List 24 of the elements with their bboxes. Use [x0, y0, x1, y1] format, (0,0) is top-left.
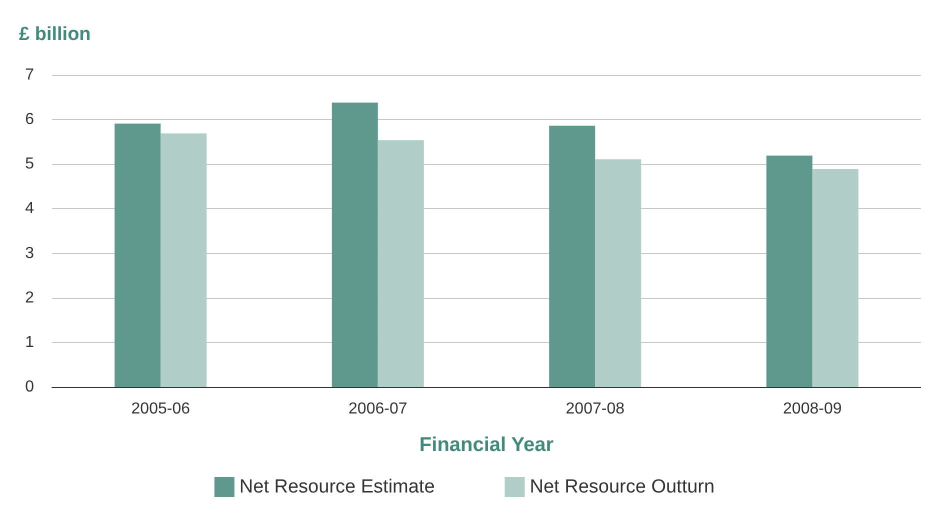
y-tick-label: 4: [25, 200, 34, 218]
bar: [160, 133, 207, 387]
bar: [332, 102, 378, 387]
y-tick-label: 5: [25, 156, 34, 173]
y-tick-label: 6: [25, 111, 34, 128]
y-tick-label: 1: [25, 334, 34, 351]
y-tick-label: 2: [25, 289, 34, 306]
legend-label: Net Resource Outturn: [530, 476, 715, 498]
bar: [595, 159, 642, 387]
x-tick-label: 2007-08: [566, 400, 625, 418]
y-axis-title: £ billion: [19, 24, 91, 45]
y-tick-label: 0: [25, 378, 34, 396]
x-axis-title: Financial Year: [419, 434, 554, 456]
bar: [766, 156, 812, 387]
bar: [812, 169, 858, 387]
y-tick-label: 7: [25, 66, 34, 84]
bar: [114, 124, 161, 387]
bar: [549, 126, 596, 387]
x-tick-label: 2008-09: [783, 400, 842, 418]
y-tick-label: 3: [25, 244, 34, 262]
bar: [378, 140, 424, 387]
x-tick-label: 2005-06: [131, 400, 190, 418]
legend-label: Net Resource Estimate: [239, 476, 435, 498]
x-tick-label: 2006-07: [348, 400, 408, 418]
